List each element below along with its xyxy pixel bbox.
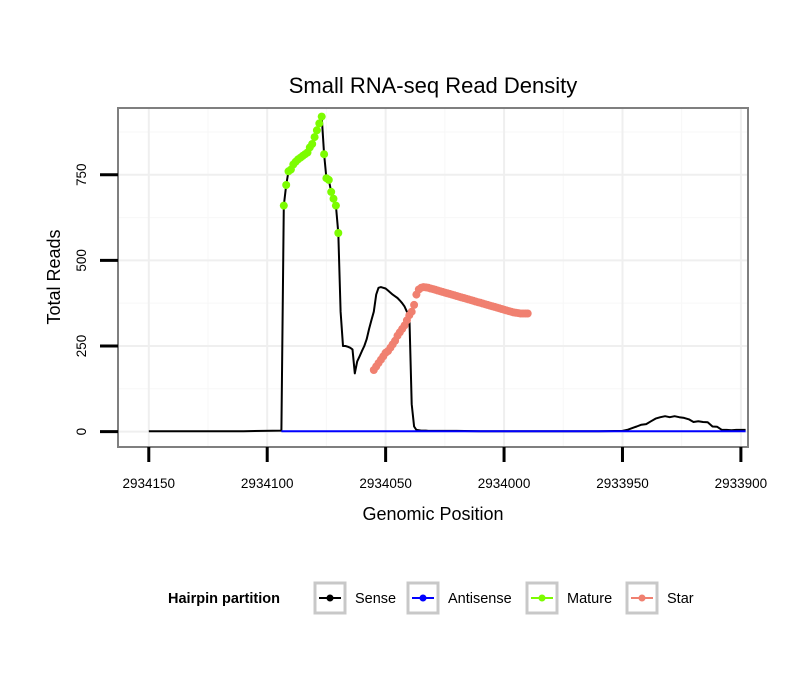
legend-items: Sense Antisense Mature Star [313,581,694,615]
y-tick-label: 0 [74,428,89,436]
data-point-mature [317,112,326,121]
legend-key-dot [419,594,427,602]
data-point-mature [279,201,288,210]
legend-item-antisense: Antisense [406,581,512,615]
data-point-star [407,307,416,316]
data-point-mature [334,229,343,237]
x-tick-label: 2933950 [596,476,649,491]
data-point-star [410,300,419,309]
legend-label: Mature [567,591,612,607]
data-point-mature [329,194,338,203]
data-point-mature [331,201,340,210]
x-axis-title: Genomic Position [362,504,503,524]
legend-key-dot [638,594,646,602]
legend-label: Sense [355,591,396,607]
y-tick-label: 250 [74,335,89,358]
y-tick-label: 750 [74,164,89,187]
legend-item-sense: Sense [313,581,396,615]
axes: 2934150 2934100 2934050 2934000 2933950 29339… [74,164,767,491]
plot-border [117,107,749,448]
legend-title: Hairpin partition [168,591,280,607]
data-point-mature [320,150,329,159]
plot-panel [118,108,748,447]
data-point-mature [327,187,336,196]
data-point-mature [312,126,321,135]
legend: Hairpin partition Sense Antisense Mature St… [168,581,694,615]
legend-label: Antisense [448,591,512,607]
x-tick-label: 2934000 [478,476,531,491]
y-tick-label: 500 [74,249,89,272]
legend-item-star: Star [625,581,694,615]
data-point-mature [308,140,317,148]
series-layer [148,112,746,433]
series-points-star [369,283,532,374]
data-point-mature [315,119,324,128]
series-points-mature [279,112,343,237]
x-tick-label: 2934150 [123,476,176,491]
legend-label: Star [667,591,694,607]
y-axis-title: Total Reads [44,229,64,324]
legend-item-mature: Mature [525,581,612,615]
data-point-star [523,309,532,318]
x-tick-label: 2933900 [715,476,768,491]
gridlines [118,108,748,447]
data-point-mature [324,175,333,184]
data-point-mature [282,181,291,189]
legend-key-dot [538,594,546,602]
data-point-mature [310,133,319,142]
x-tick-label: 2934050 [359,476,412,491]
x-tick-label: 2934100 [241,476,294,491]
legend-key-dot [326,594,334,602]
chart-title: Small RNA-seq Read Density [289,73,578,98]
